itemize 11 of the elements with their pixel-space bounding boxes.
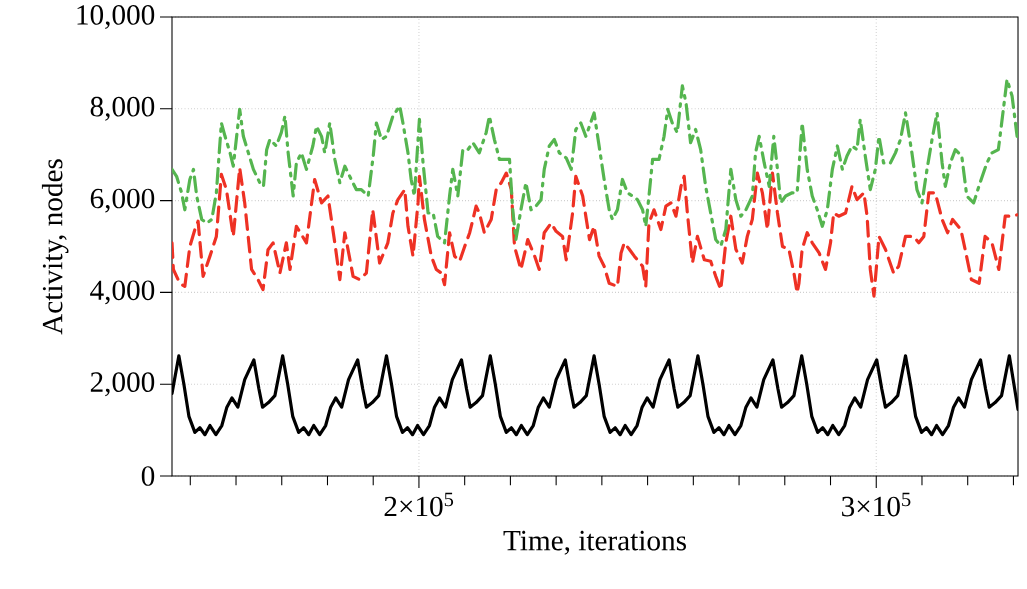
y-tick-label: 10,000 bbox=[77, 5, 155, 29]
x-tick-label: 3×10$^{5}$ bbox=[842, 492, 911, 517]
y-axis-title: Activity, nodes bbox=[41, 159, 69, 335]
x-axis-title: Time, iterations bbox=[503, 530, 686, 555]
y-tick-label: 2,000 bbox=[90, 372, 155, 397]
y-tick-label: 6,000 bbox=[90, 188, 155, 213]
line-series bbox=[172, 166, 1019, 298]
y-tick-label: 4,000 bbox=[90, 280, 155, 305]
x-tick-label: 2×10$^{5}$ bbox=[384, 492, 454, 517]
y-tick-label: 8,000 bbox=[90, 96, 155, 121]
y-tick-label: 0 bbox=[141, 466, 155, 486]
